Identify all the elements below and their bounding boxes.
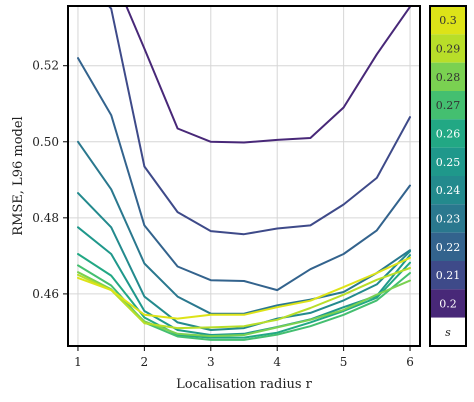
colorbar-swatch xyxy=(430,119,466,148)
series-line-s-0.2 xyxy=(125,6,411,144)
series-line-s-0.21 xyxy=(107,6,411,236)
x-tick-label: 5 xyxy=(340,355,348,369)
x-tick-label: 1 xyxy=(74,355,82,369)
x-tick-label: 2 xyxy=(141,355,149,369)
colorbar-swatch xyxy=(430,261,466,290)
y-axis-label: RMSE, L96 model xyxy=(11,116,26,235)
y-tick-label: 0.52 xyxy=(32,59,59,73)
colorbar-swatch xyxy=(430,232,466,261)
colorbar-label-cell xyxy=(430,317,466,346)
colorbar-frame xyxy=(429,5,467,347)
colorbar-label: 0.24 xyxy=(436,184,461,197)
colorbar-swatch xyxy=(430,176,466,205)
colorbar-swatch xyxy=(430,289,466,318)
colorbar-swatch xyxy=(430,147,466,176)
colorbar-label: 0.26 xyxy=(436,128,461,141)
colorbar-label: 0.23 xyxy=(436,213,461,226)
x-tick-label: 3 xyxy=(207,355,215,369)
x-axis-label: Localisation radius r xyxy=(176,377,313,392)
colorbar-label: 0.29 xyxy=(436,43,461,56)
colorbar: 0.3 0.29 0.28 0.27 0.26 0.25 0.24 0.23 0.22 0.21 0… xyxy=(429,5,467,347)
series-line-s-0.28 xyxy=(77,271,411,338)
colorbar-label: 0.3 xyxy=(439,14,457,27)
plot-area: 1 2 3 4 5 6 0.46 0.48 0.50 0.52 xyxy=(32,5,421,369)
colorbar-swatch xyxy=(430,62,466,91)
series-line-s-0.3 xyxy=(77,256,411,320)
series-line-s-0.22 xyxy=(77,57,411,292)
y-tick-label: 0.46 xyxy=(32,287,59,301)
colorbar-label: 0.25 xyxy=(436,156,461,169)
x-tick-label: 4 xyxy=(273,355,281,369)
colorbar-label: 0.27 xyxy=(436,99,461,112)
ticks: 1 2 3 4 5 6 0.46 0.48 0.50 0.52 xyxy=(32,59,414,369)
colorbar-swatch xyxy=(430,204,466,233)
colorbar-swatch xyxy=(430,91,466,120)
colorbar-label: 0.22 xyxy=(436,241,461,254)
colorbar-swatch xyxy=(430,6,466,35)
colorbar-label: 0.2 xyxy=(439,298,457,311)
series-line-s-0.29 xyxy=(77,267,411,330)
series-line-s-0.26 xyxy=(77,253,411,339)
colorbar-title: s xyxy=(445,326,451,339)
series-layer xyxy=(77,6,411,341)
series-line-s-0.24 xyxy=(77,192,411,331)
x-tick-label: 6 xyxy=(406,355,414,369)
y-tick-label: 0.50 xyxy=(32,135,59,149)
colorbar-label: 0.28 xyxy=(436,71,461,84)
series-line-s-0.25 xyxy=(77,226,411,336)
series-line-s-0.23 xyxy=(77,140,411,315)
plot-background xyxy=(68,6,420,346)
colorbar-label: 0.21 xyxy=(436,269,461,282)
colorbar-swatch xyxy=(430,34,466,63)
y-tick-label: 0.48 xyxy=(32,211,59,225)
plot-frame xyxy=(67,5,421,347)
